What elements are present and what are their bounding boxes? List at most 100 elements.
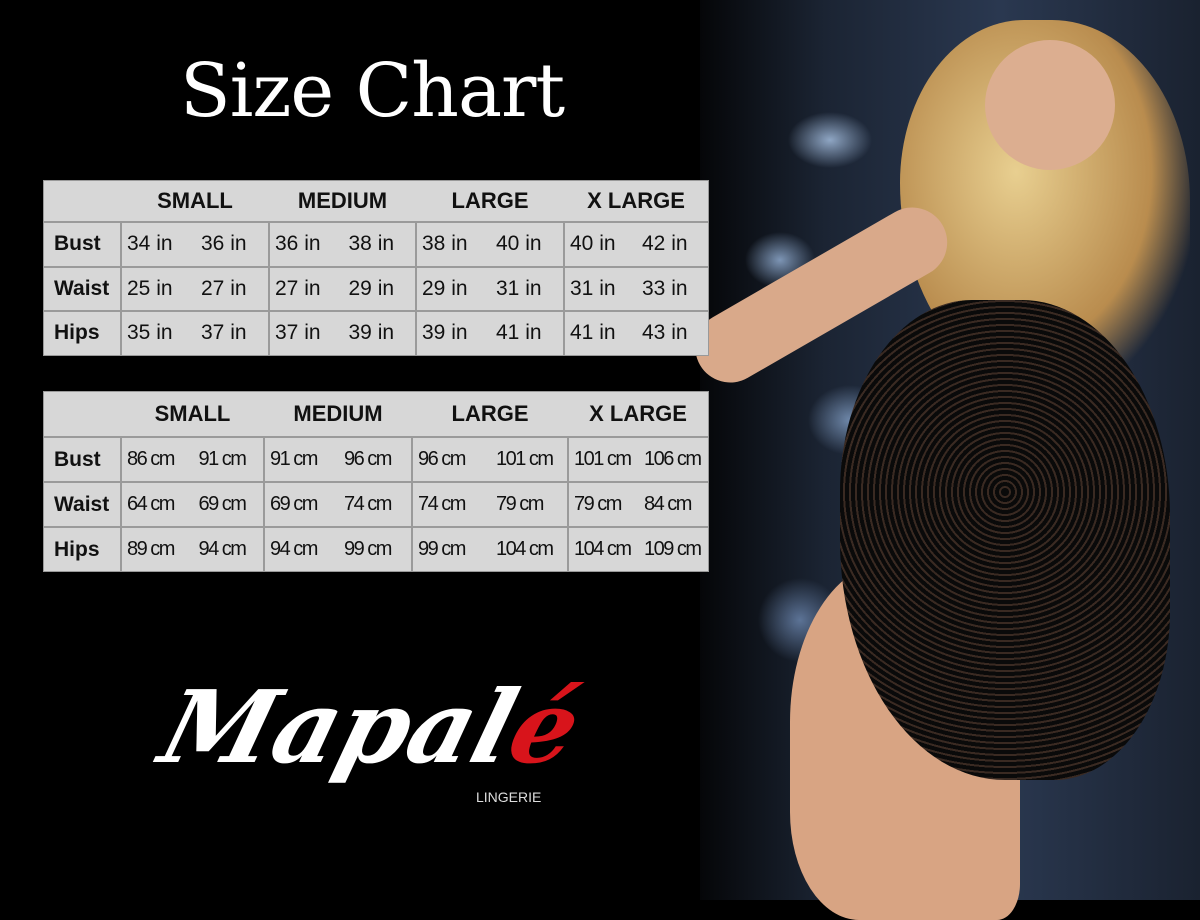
table-row: Bust 86 cm 91 cm 91 cm 96 cm 96 cm 101 cm 101 c…: [44, 436, 708, 481]
measurement-value: 99 cm: [418, 538, 466, 560]
column-divider: [567, 528, 569, 571]
size-header: MEDIUM: [297, 188, 388, 213]
measurement-value: 69 cm: [270, 493, 318, 515]
measurement-value: 40 in: [570, 232, 616, 256]
size-header: LARGE: [451, 188, 529, 213]
column-divider: [268, 312, 270, 355]
measurement-value: 31 in: [570, 276, 616, 300]
measurement-value: 40 in: [496, 232, 542, 256]
measurement-value: 41 in: [496, 321, 542, 345]
table-row: Hips 89 cm 94 cm 94 cm 99 cm 99 cm 104 cm 104 c…: [44, 526, 708, 571]
measurement-value: 64 cm: [127, 493, 175, 515]
measurement-value: 74 cm: [418, 493, 466, 515]
brand-tagline: LINGERIE: [476, 789, 542, 805]
measurement-value: 33 in: [642, 276, 688, 300]
brand-logo: Mapalé: [149, 668, 593, 786]
measurement-value: 39 in: [348, 321, 395, 345]
measurement-value: 29 in: [348, 276, 395, 300]
measurement-value: 27 in: [275, 276, 321, 300]
measurement-label: Hips: [54, 321, 100, 345]
measurement-value: 91 cm: [198, 448, 247, 470]
measurement-value: 74 cm: [344, 493, 392, 515]
lace-bodysuit: [840, 300, 1170, 780]
measurement-value: 101 cm: [496, 448, 554, 470]
column-divider: [563, 267, 565, 311]
table-row: Waist 64 cm 69 cm 69 cm 74 cm 74 cm 79 cm 79 cm…: [44, 481, 708, 526]
column-divider: [120, 438, 122, 481]
column-divider: [120, 312, 122, 355]
size-header: X LARGE: [589, 401, 687, 426]
table-row: Bust 34 in 36 in 36 in 38 in 38 in 40 in 40 in 4…: [44, 221, 708, 266]
column-divider: [411, 438, 413, 481]
measurement-value: 94 cm: [198, 538, 247, 560]
size-table-inches: SMALL MEDIUM LARGE X LARGE Bust 34 in 36 in 36 …: [43, 180, 709, 356]
measurement-value: 104 cm: [574, 538, 632, 560]
measurement-value: 101 cm: [574, 448, 632, 470]
column-divider: [120, 267, 122, 311]
measurement-value: 84 cm: [644, 493, 692, 515]
size-header: SMALL: [157, 188, 233, 213]
measurement-value: 91 cm: [270, 448, 318, 470]
column-divider: [120, 528, 122, 571]
measurement-label: Waist: [54, 276, 110, 300]
measurement-value: 79 cm: [496, 493, 544, 515]
measurement-value: 104 cm: [496, 538, 554, 560]
measurement-label: Waist: [54, 492, 110, 516]
table-row: Hips 35 in 37 in 37 in 39 in 39 in 41 in 41 in 4…: [44, 310, 708, 355]
measurement-value: 99 cm: [344, 538, 392, 560]
measurement-value: 38 in: [422, 232, 468, 256]
measurement-value: 37 in: [201, 321, 247, 345]
measurement-value: 36 in: [201, 232, 247, 256]
size-header: X LARGE: [587, 188, 685, 213]
measurement-value: 69 cm: [198, 493, 247, 515]
measurement-value: 94 cm: [270, 538, 318, 560]
column-divider: [411, 483, 413, 526]
measurement-value: 86 cm: [127, 448, 175, 470]
column-divider: [415, 312, 417, 355]
measurement-value: 96 cm: [418, 448, 466, 470]
size-table-centimeters: SMALL MEDIUM LARGE X LARGE Bust 86 cm 91 cm 91 …: [43, 391, 709, 572]
measurement-value: 43 in: [642, 321, 688, 345]
column-divider: [567, 483, 569, 526]
measurement-value: 89 cm: [127, 538, 175, 560]
measurement-label: Bust: [54, 447, 101, 471]
measurement-value: 37 in: [275, 321, 321, 345]
measurement-value: 38 in: [348, 232, 395, 256]
measurement-value: 96 cm: [344, 448, 392, 470]
table-row: Waist 25 in 27 in 27 in 29 in 29 in 31 in 31 in…: [44, 265, 708, 311]
measurement-value: 29 in: [422, 276, 468, 300]
page-title: Size Chart: [180, 48, 565, 134]
measurement-value: 39 in: [422, 321, 468, 345]
column-divider: [120, 223, 122, 266]
column-divider: [415, 267, 417, 311]
column-divider: [563, 223, 565, 266]
measurement-label: Bust: [54, 232, 101, 256]
model-face: [985, 40, 1115, 170]
column-divider: [120, 483, 122, 526]
column-divider: [268, 267, 270, 311]
table-header-row: SMALL MEDIUM LARGE X LARGE: [44, 181, 708, 221]
column-divider: [415, 223, 417, 266]
column-divider: [268, 223, 270, 266]
measurement-value: 106 cm: [644, 448, 702, 470]
size-header: MEDIUM: [293, 401, 383, 426]
column-divider: [411, 528, 413, 571]
measurement-value: 42 in: [642, 232, 688, 256]
measurement-value: 27 in: [201, 276, 247, 300]
column-divider: [263, 528, 265, 571]
measurement-value: 25 in: [127, 276, 173, 300]
size-header: SMALL: [154, 401, 231, 426]
measurement-value: 79 cm: [574, 493, 622, 515]
measurement-value: 109 cm: [644, 538, 702, 560]
measurement-label: Hips: [54, 537, 100, 561]
size-header: LARGE: [451, 401, 529, 426]
measurement-value: 36 in: [275, 232, 321, 256]
column-divider: [563, 312, 565, 355]
table-header-row: SMALL MEDIUM LARGE X LARGE: [44, 392, 708, 436]
measurement-value: 31 in: [496, 276, 542, 300]
column-divider: [263, 438, 265, 481]
measurement-value: 41 in: [570, 321, 616, 345]
column-divider: [263, 483, 265, 526]
column-divider: [567, 438, 569, 481]
measurement-value: 35 in: [127, 321, 173, 345]
